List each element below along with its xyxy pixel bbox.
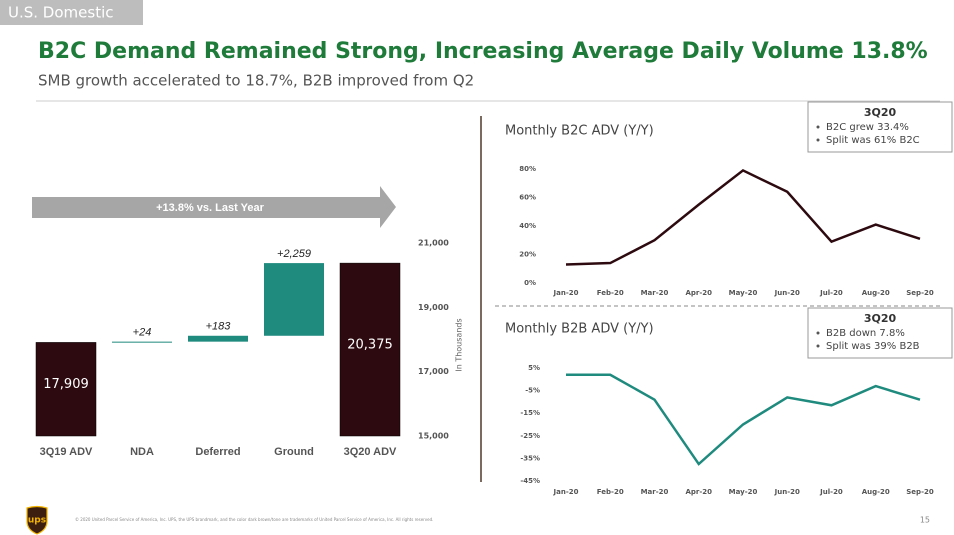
y-tick-label: 80% [519,165,536,173]
logo-shield [26,505,48,535]
line [566,373,921,466]
section-tab [0,0,143,25]
x-tick-label: Jun-20 [774,488,800,496]
y-tick-label: 5% [528,364,540,372]
x-tick-label: Aug-20 [862,289,890,297]
bar [112,341,172,343]
bullet [816,344,820,348]
callout-heading: 3Q20 [864,106,897,119]
callout-item: Split was 61% B2C [826,135,920,146]
y-tick-label: 60% [519,194,536,202]
growth-annotation: +13.8% vs. Last Year [156,202,264,214]
x-tick-label: Aug-20 [862,488,890,496]
bullet [816,331,820,335]
x-tick-label: 3Q19 ADV [40,446,93,458]
slide-subtitle: SMB growth accelerated to 18.7%, B2B imp… [38,72,474,90]
page-number: 15 [920,516,930,525]
callout-item: B2C grew 33.4% [826,122,909,133]
value-label: +2,259 [277,248,311,260]
x-tick-label: Mar-20 [641,488,669,496]
x-tick-label: Jan-20 [553,488,579,496]
y-tick-label: -45% [520,477,540,485]
value-label: +183 [206,321,232,333]
y-tick-label: 21,000 [418,239,449,248]
x-tick-label: May-20 [729,289,758,297]
bar [188,335,248,342]
x-tick-label: 3Q20 ADV [344,446,397,458]
x-tick-label: Jul-20 [819,488,843,496]
y-tick-label: 17,000 [418,367,449,376]
callout-box [807,101,953,153]
bar [339,262,401,437]
x-tick-label: Feb-20 [597,488,624,496]
y-tick-label: -35% [520,454,540,462]
x-tick-label: May-20 [729,488,758,496]
y-tick-label: -5% [525,387,540,395]
callout-item: B2B down 7.8% [826,328,905,339]
callout-box [807,307,953,359]
x-tick-label: Jun-20 [774,289,800,297]
line [565,168,921,266]
x-tick-label: Sep-20 [906,488,934,496]
y-tick-label: 20% [519,251,536,259]
bar [35,342,97,437]
copyright: © 2020 United Parcel Service of America,… [75,517,433,522]
axis-label: In Thousands [455,318,464,371]
bullet [816,138,820,142]
x-tick-label: Apr-20 [685,488,712,496]
callout-item: Split was 39% B2B [826,341,920,352]
section-label: U.S. Domestic [8,4,113,22]
bar [264,263,324,336]
logo-text: ups [28,516,46,526]
growth-arrow [32,186,396,228]
y-tick-label: 19,000 [418,303,449,312]
x-tick-label: Mar-20 [641,289,669,297]
x-tick-label: Sep-20 [906,289,934,297]
x-tick-label: Feb-20 [597,289,624,297]
chart-title: Monthly B2B ADV (Y/Y) [505,322,654,337]
x-tick-label: Deferred [195,446,240,458]
y-tick-label: -25% [520,432,540,440]
slide-title: B2C Demand Remained Strong, Increasing A… [38,39,928,64]
x-tick-label: Apr-20 [685,289,712,297]
y-tick-label: 0% [524,279,536,287]
bullet [816,125,820,129]
chart-title: Monthly B2C ADV (Y/Y) [505,124,654,139]
value-label: 20,375 [347,338,393,353]
value-label: 17,909 [43,377,89,392]
y-tick-label: -15% [520,409,540,417]
callout-heading: 3Q20 [864,312,897,325]
value-label: +24 [133,327,152,339]
x-tick-label: Jan-20 [553,289,579,297]
x-tick-label: Jul-20 [819,289,843,297]
y-tick-label: 40% [519,222,536,230]
x-tick-label: Ground [274,446,314,458]
x-tick-label: NDA [130,446,154,458]
y-tick-label: 15,000 [418,432,449,441]
